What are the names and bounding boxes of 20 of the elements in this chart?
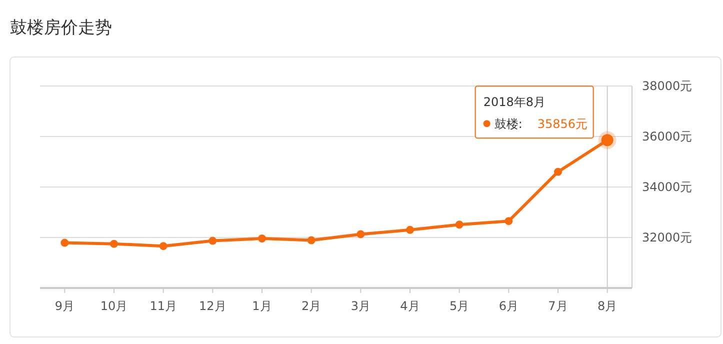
chart-title: 鼓楼房价走势 <box>10 18 112 38</box>
x-tick-label: 9月 <box>54 299 74 313</box>
annotation: 2018年8月 <box>483 95 546 110</box>
x-tick-label: 10月 <box>100 299 128 313</box>
x-tick-label: 1月 <box>252 299 272 313</box>
y-tick-label: 34000元 <box>642 180 692 194</box>
x-tick-label: 3月 <box>350 299 370 313</box>
x-tick-label: 8月 <box>598 299 618 313</box>
x-tick-label: 6月 <box>498 299 518 313</box>
y-tick-label: 36000元 <box>642 130 692 144</box>
y-tick-label: 32000元 <box>642 230 692 244</box>
x-tick-label: 11月 <box>150 299 177 313</box>
legend-label: 鼓楼: <box>494 117 522 132</box>
x-tick-label: 5月 <box>450 299 470 313</box>
x-tick-label: 7月 <box>548 299 568 313</box>
x-tick-label: 12月 <box>199 299 226 313</box>
x-tick-label: 2月 <box>302 299 322 313</box>
data-label: 35856元 <box>537 117 588 132</box>
y-tick-label: 38000元 <box>642 79 692 93</box>
x-tick-label: 4月 <box>400 299 420 313</box>
